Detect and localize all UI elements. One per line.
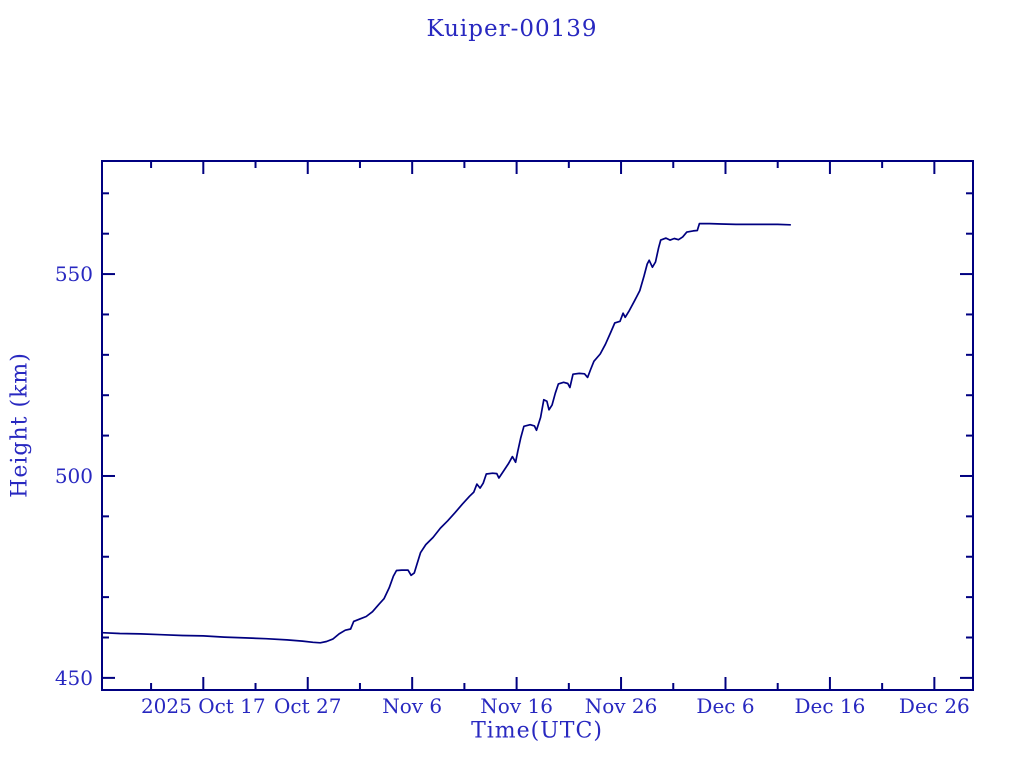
- y-tick-label: 450: [55, 666, 93, 690]
- x-tick-label: Nov 16: [480, 694, 553, 718]
- x-tick-label: Nov 26: [585, 694, 658, 718]
- y-tick-label: 500: [55, 464, 93, 488]
- y-axis-label: Height (km): [7, 352, 33, 498]
- y-tick-label: 550: [55, 262, 93, 286]
- x-tick-label: Nov 6: [382, 694, 442, 718]
- height-series-line: [101, 222, 792, 644]
- x-tick-label: Dec 16: [794, 694, 865, 718]
- x-tick-label: Dec 26: [899, 694, 970, 718]
- x-tick-label: 2025 Oct 17: [141, 694, 266, 718]
- x-tick-label: Oct 27: [274, 694, 341, 718]
- x-tick-label: Dec 6: [696, 694, 754, 718]
- x-axis-label: Time(UTC): [471, 718, 603, 744]
- chart-title: Kuiper-00139: [426, 16, 598, 42]
- plot-frame: [101, 160, 974, 691]
